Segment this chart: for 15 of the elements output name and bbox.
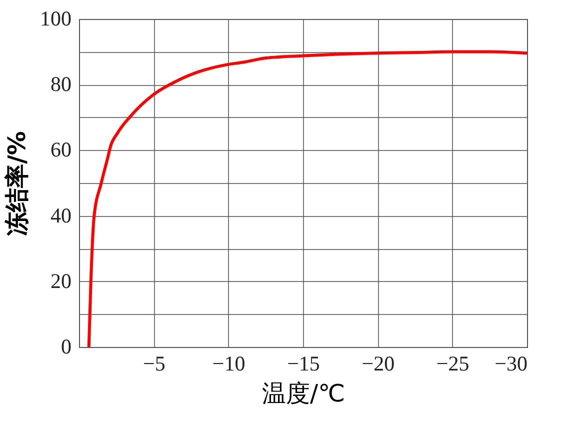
- y-tick-label: 40: [50, 203, 72, 228]
- x-tick-label: −15: [287, 352, 320, 376]
- x-tick-label: −25: [436, 352, 470, 376]
- x-tick-label: −5: [142, 352, 166, 376]
- x-tick-label: −10: [212, 352, 246, 376]
- x-tick-label: −30: [494, 352, 528, 376]
- y-tick-label: 80: [50, 72, 72, 96]
- y-tick-label: 0: [61, 334, 72, 358]
- y-tick-label: 100: [40, 6, 72, 30]
- x-tick-label: −20: [362, 352, 395, 376]
- y-tick-label: 20: [50, 268, 72, 293]
- y-tick-label: 60: [50, 138, 72, 162]
- y-axis-title: 冻结率/%: [3, 131, 31, 236]
- line-series: [87, 50, 527, 347]
- x-axis-title: 温度/℃: [262, 380, 346, 408]
